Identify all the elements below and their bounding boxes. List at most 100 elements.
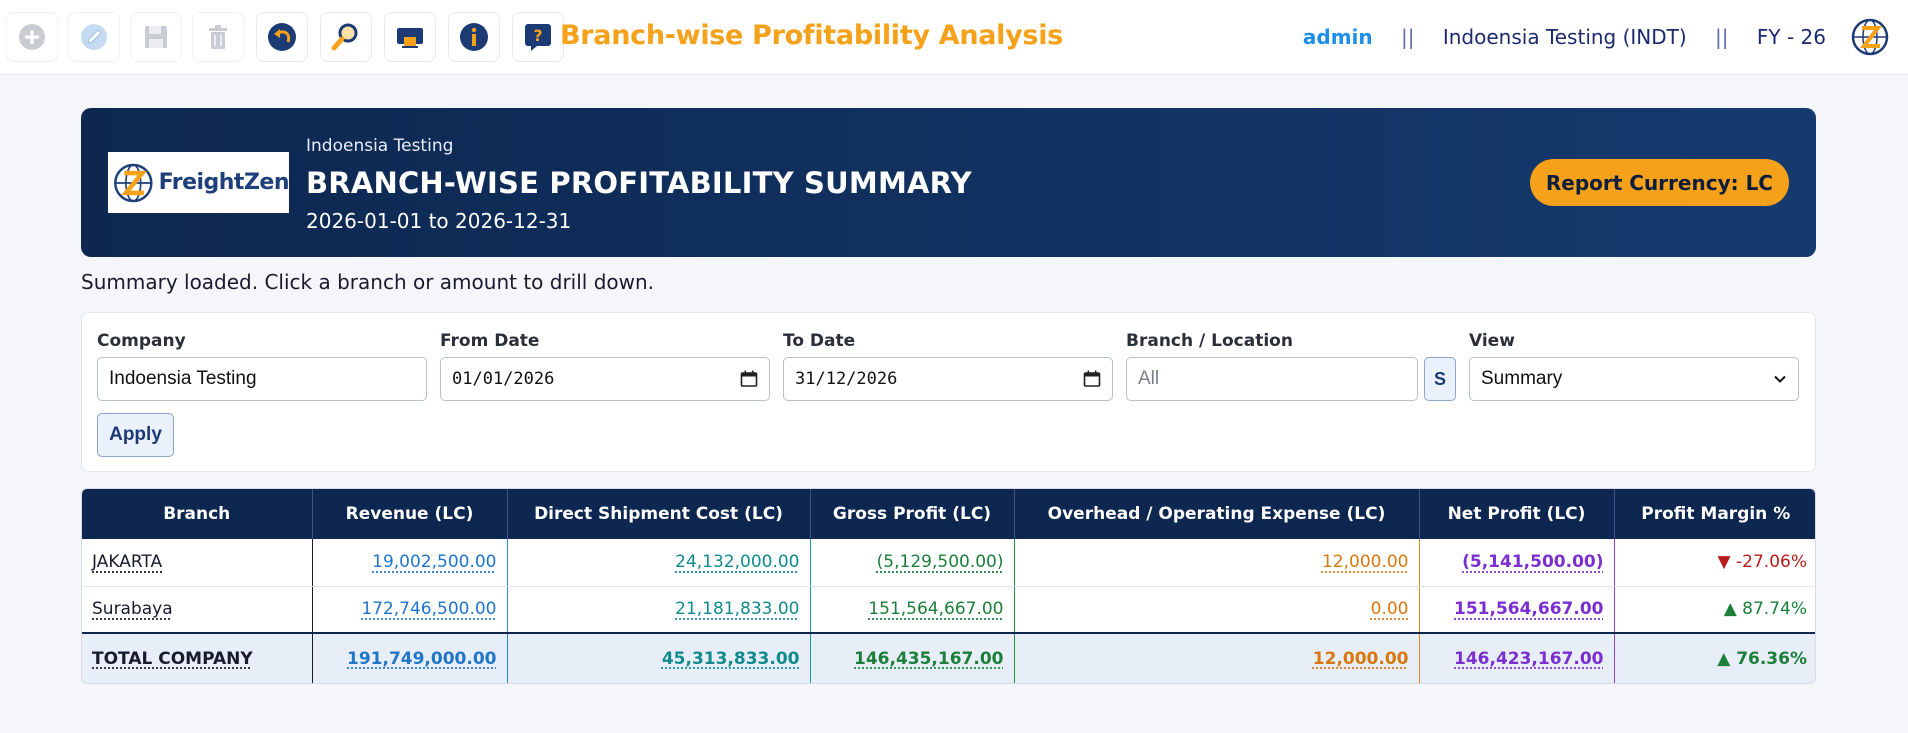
profit-margin-cell: ▼ -27.06% [1614, 539, 1815, 587]
revenue-cell: 19,002,500.00 [312, 539, 508, 587]
printer-icon [397, 28, 423, 48]
overhead-cell: 12,000.00 [1014, 539, 1420, 587]
company-field[interactable]: Indoensia Testing [97, 357, 427, 401]
col-header-overhead[interactable]: Overhead / Operating Expense (LC) [1014, 489, 1420, 539]
branch-input[interactable]: All [1126, 357, 1418, 401]
total-overhead-cell: 12,000.00 [1014, 632, 1420, 683]
profit-margin-value: -27.06% [1736, 552, 1807, 573]
report-title: BRANCH-WISE PROFITABILITY SUMMARY [306, 166, 972, 200]
magnifier-icon [331, 23, 358, 51]
overhead-link[interactable]: 0.00 [1370, 599, 1409, 620]
currency-badge: Report Currency: LC [1529, 159, 1789, 206]
print-button[interactable] [384, 12, 436, 62]
branch-link[interactable]: Surabaya [92, 599, 173, 620]
gross-profit-link[interactable]: 151,564,667.00 [868, 599, 1004, 620]
banner-company-name: Indoensia Testing [306, 136, 454, 156]
total-branch-cell: TOTAL COMPANY [82, 632, 313, 683]
net-profit-cell: (5,141,500.00) [1419, 539, 1615, 587]
branch-link[interactable]: JAKARTA [92, 552, 163, 573]
table-row: JAKARTA 19,002,500.00 24,132,000.00 (5,1… [82, 539, 1815, 587]
total-profit-margin-value: 76.36% [1736, 648, 1807, 669]
view-label: View [1469, 331, 1515, 351]
from-date-label: From Date [440, 331, 540, 351]
undo-arrow-icon [268, 23, 296, 51]
overhead-link[interactable]: 12,000.00 [1321, 552, 1409, 573]
total-gross-profit-cell: 146,435,167.00 [810, 632, 1015, 683]
arrow-down-icon: ▼ [1717, 552, 1731, 573]
branch-cell: JAKARTA [82, 539, 313, 587]
chevron-down-icon [1774, 375, 1786, 383]
company-label: Company [97, 331, 186, 351]
branch-search-button[interactable]: S [1424, 357, 1456, 401]
pencil-icon [81, 24, 107, 50]
total-overhead-link[interactable]: 12,000.00 [1312, 648, 1409, 669]
delete-button[interactable] [192, 12, 244, 62]
revenue-link[interactable]: 172,746,500.00 [361, 599, 497, 620]
gross-profit-link[interactable]: (5,129,500.00) [876, 552, 1004, 573]
report-date-range: 2026-01-01 to 2026-12-31 [306, 209, 572, 233]
help-question-icon: ? [525, 24, 551, 51]
col-header-branch[interactable]: Branch [82, 489, 313, 539]
search-button[interactable] [320, 12, 372, 62]
col-header-revenue[interactable]: Revenue (LC) [312, 489, 508, 539]
direct-cost-link[interactable]: 21,181,833.00 [675, 599, 800, 620]
info-icon [460, 23, 488, 51]
fiscal-year[interactable]: FY - 26 [1756, 25, 1826, 49]
net-profit-link[interactable]: (5,141,500.00) [1462, 552, 1604, 573]
freightzen-logo-icon [114, 163, 153, 202]
apply-button[interactable]: Apply [97, 413, 174, 457]
back-button[interactable] [256, 12, 308, 62]
profitability-table: Branch Revenue (LC) Direct Shipment Cost… [81, 488, 1816, 684]
profit-margin-cell: ▲ 87.74% [1614, 586, 1815, 634]
total-gross-profit-link[interactable]: 146,435,167.00 [854, 648, 1004, 669]
user-name[interactable]: admin [1302, 25, 1373, 49]
top-toolbar: ? Branch-wise Profitability Analysis adm… [0, 0, 1908, 75]
calendar-icon[interactable] [1083, 370, 1101, 388]
total-branch-link[interactable]: TOTAL COMPANY [92, 648, 253, 669]
help-button[interactable]: ? [512, 12, 564, 62]
info-button[interactable] [448, 12, 500, 62]
total-profit-margin-cell: ▲ 76.36% [1614, 632, 1815, 683]
net-profit-cell: 151,564,667.00 [1419, 586, 1615, 634]
add-button[interactable] [6, 12, 58, 62]
col-header-direct-cost[interactable]: Direct Shipment Cost (LC) [507, 489, 811, 539]
revenue-link[interactable]: 19,002,500.00 [372, 552, 497, 573]
separator: || [1401, 25, 1415, 49]
trash-icon [209, 25, 227, 49]
arrow-up-icon: ▲ [1717, 648, 1731, 669]
gross-profit-cell: 151,564,667.00 [810, 586, 1015, 634]
overhead-cell: 0.00 [1014, 586, 1420, 634]
direct-cost-cell: 21,181,833.00 [507, 586, 811, 634]
net-profit-link[interactable]: 151,564,667.00 [1454, 599, 1604, 620]
edit-button[interactable] [68, 12, 120, 62]
col-header-net-profit[interactable]: Net Profit (LC) [1419, 489, 1615, 539]
report-banner: FreightZen Indoensia Testing BRANCH-WISE… [81, 108, 1816, 257]
col-header-profit-margin[interactable]: Profit Margin % [1614, 489, 1815, 539]
revenue-cell: 172,746,500.00 [312, 586, 508, 634]
col-header-gross-profit[interactable]: Gross Profit (LC) [810, 489, 1015, 539]
to-date-input[interactable]: 31/12/2026 [783, 357, 1113, 401]
total-net-profit-link[interactable]: 146,423,167.00 [1454, 648, 1604, 669]
total-direct-cost-cell: 45,313,833.00 [507, 632, 811, 683]
company-name[interactable]: Indoensia Testing (INDT) [1442, 25, 1687, 49]
company-logo: FreightZen [108, 152, 290, 213]
from-date-input[interactable]: 01/01/2026 [440, 357, 770, 401]
total-revenue-cell: 191,749,000.00 [312, 632, 508, 683]
direct-cost-cell: 24,132,000.00 [507, 539, 811, 587]
save-button[interactable] [130, 12, 182, 62]
total-direct-cost-link[interactable]: 45,313,833.00 [661, 648, 800, 669]
total-revenue-link[interactable]: 191,749,000.00 [347, 648, 497, 669]
freightzen-globe-icon[interactable] [1850, 17, 1890, 57]
arrow-up-icon: ▲ [1723, 599, 1737, 620]
logo-text: FreightZen [158, 170, 290, 195]
view-select[interactable]: Summary [1469, 357, 1799, 401]
gross-profit-cell: (5,129,500.00) [810, 539, 1015, 587]
table-header-row: Branch Revenue (LC) Direct Shipment Cost… [82, 489, 1815, 539]
svg-text:?: ? [533, 26, 542, 45]
profit-margin-value: 87.74% [1742, 599, 1807, 620]
direct-cost-link[interactable]: 24,132,000.00 [675, 552, 800, 573]
app-title: Branch-wise Profitability Analysis [560, 20, 1063, 51]
status-message: Summary loaded. Click a branch or amount… [81, 270, 655, 294]
calendar-icon[interactable] [740, 370, 758, 388]
branch-label: Branch / Location [1126, 331, 1293, 351]
